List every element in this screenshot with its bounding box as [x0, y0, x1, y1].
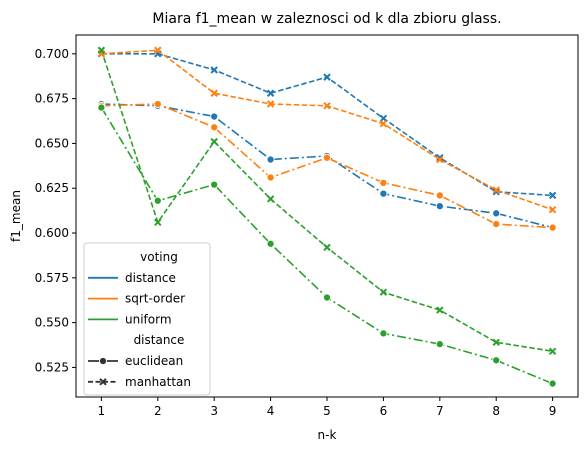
data-point-sqrt-order-manhattan: [210, 89, 218, 97]
data-point-distance-euclidean: [266, 155, 275, 164]
data-point-uniform-manhattan: [436, 306, 444, 314]
data-point-sqrt-order-manhattan: [266, 100, 275, 108]
legend-title-distance: distance: [134, 333, 185, 347]
data-point-distance-euclidean: [210, 112, 219, 121]
data-point-uniform-manhattan: [210, 137, 218, 146]
legend-marker-manhattan: [99, 378, 107, 386]
y-axis-label: f1_mean: [9, 190, 23, 242]
data-point-uniform-manhattan: [379, 288, 388, 296]
data-point-distance-manhattan: [436, 154, 444, 162]
y-tick-label: 0.575: [35, 271, 69, 285]
data-point-distance-euclidean: [435, 202, 444, 211]
y-tick-label: 0.650: [35, 136, 69, 150]
legend-label-manhattan: manhattan: [125, 375, 191, 389]
data-point-sqrt-order-manhattan: [492, 186, 500, 194]
data-point-uniform-manhattan: [266, 195, 275, 203]
x-axis-ticks: 1 2 3 4 5 6 7 8 9: [98, 397, 557, 418]
data-point-distance-euclidean: [379, 189, 388, 198]
data-point-sqrt-order-euclidean: [322, 153, 332, 162]
data-point-uniform-euclidean: [97, 103, 106, 112]
data-point-sqrt-order-euclidean: [435, 191, 444, 200]
data-point-uniform-manhattan: [548, 347, 557, 356]
data-point-sqrt-order-manhattan: [323, 102, 331, 110]
legend-label-distance: distance: [125, 271, 176, 285]
data-point-sqrt-order-manhattan: [548, 206, 557, 214]
x-tick-label: 9: [549, 404, 557, 418]
data-point-sqrt-order-euclidean: [210, 123, 219, 132]
data-point-uniform-euclidean: [548, 379, 557, 388]
legend-marker-euclidean: [98, 356, 108, 366]
x-axis-label: n-k: [318, 428, 337, 442]
data-point-sqrt-order-manhattan: [436, 155, 444, 164]
data-point-sqrt-order-euclidean: [492, 220, 501, 229]
data-point-uniform-manhattan: [323, 243, 331, 252]
data-point-sqrt-order-euclidean: [548, 223, 557, 232]
data-point-sqrt-order-euclidean: [379, 178, 388, 187]
x-tick-label: 8: [492, 404, 500, 418]
legend-label-uniform: uniform: [125, 312, 172, 326]
data-point-uniform-manhattan: [154, 218, 162, 226]
legend-title-voting: voting: [140, 250, 178, 264]
data-point-uniform-euclidean: [153, 196, 162, 205]
data-point-uniform-euclidean: [435, 340, 444, 349]
data-point-distance-manhattan: [266, 89, 275, 97]
x-tick-label: 2: [154, 404, 162, 418]
plot-frame: [75, 34, 579, 398]
data-point-uniform-manhattan: [97, 46, 106, 54]
data-point-sqrt-order-euclidean: [266, 173, 275, 182]
data-point-uniform-manhattan: [492, 338, 500, 347]
data-point-sqrt-order-manhattan: [379, 120, 388, 128]
y-tick-label: 0.675: [35, 92, 69, 106]
x-tick-label: 5: [323, 404, 331, 418]
data-point-uniform-euclidean: [492, 356, 501, 365]
data-point-distance-manhattan: [548, 191, 557, 200]
chart-title: Miara f1_mean w zaleznosci od k dla zbio…: [152, 11, 501, 27]
x-tick-label: 3: [210, 404, 218, 418]
legend-label-sqrt-order: sqrt-order: [125, 292, 185, 306]
data-point-uniform-euclidean: [266, 239, 275, 248]
y-tick-label: 0.550: [35, 316, 69, 330]
x-tick-label: 4: [267, 404, 275, 418]
series-layer: [97, 46, 557, 388]
y-tick-label: 0.525: [35, 360, 69, 374]
y-axis-ticks: 0.525 0.550 0.575 0.600 0.625 0.650 0.675 0.700: [35, 47, 76, 374]
data-point-uniform-euclidean: [379, 329, 388, 338]
data-point-sqrt-order-euclidean: [153, 99, 162, 109]
data-point-uniform-euclidean: [322, 293, 332, 302]
series-line-sqrt-order-euclidean: [101, 103, 553, 229]
legend-label-euclidean: euclidean: [125, 354, 183, 368]
y-tick-label: 0.700: [35, 47, 69, 61]
legend-box: [83, 242, 211, 396]
y-tick-label: 0.600: [35, 226, 69, 240]
data-point-distance-manhattan: [210, 66, 218, 74]
data-point-distance-euclidean: [492, 209, 501, 218]
x-tick-label: 6: [380, 404, 388, 418]
x-tick-label: 7: [436, 404, 444, 418]
legend: voting distance sqrt-order uniform distance e…: [83, 242, 211, 396]
data-point-distance-manhattan: [323, 73, 331, 81]
data-point-uniform-euclidean: [210, 180, 219, 189]
data-point-sqrt-order-manhattan: [154, 46, 162, 54]
data-point-distance-manhattan: [492, 188, 500, 196]
x-tick-label: 1: [98, 404, 106, 418]
y-tick-label: 0.625: [35, 181, 69, 195]
